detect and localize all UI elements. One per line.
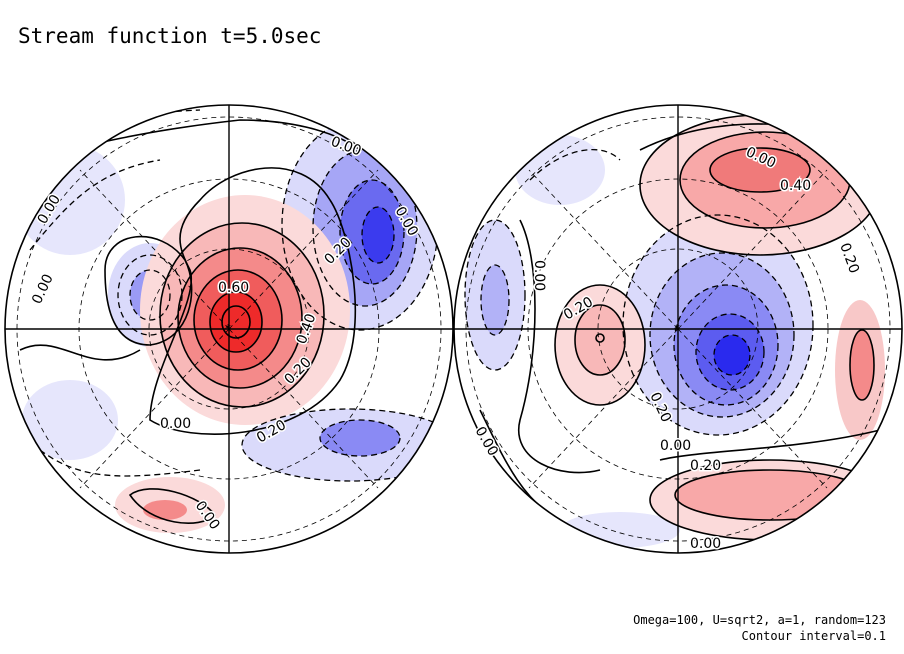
right-contour-label: 0.00	[660, 438, 691, 454]
right-pos-left-mid	[575, 305, 625, 375]
right-neg-top-light	[515, 135, 605, 205]
right-contour-label: 0.00	[531, 260, 547, 291]
right-contour-label: 0.40	[780, 178, 811, 194]
left-contour-label: 0.00	[160, 416, 191, 432]
left-neg-upper-left-light	[15, 145, 125, 255]
right-neg-left-mid	[481, 265, 509, 335]
left-contour-label: 0.60	[218, 280, 249, 296]
right-neg-strong	[714, 335, 750, 375]
right-contour-label: 0.20	[690, 458, 721, 474]
left-neg-lower-left-light	[22, 380, 118, 460]
right-contour-label: 0.00	[690, 536, 721, 552]
footer-parameters: Omega=100, U=sqrt2, a=1, random=123	[633, 613, 886, 627]
footer-contour-interval: Contour interval=0.1	[741, 629, 887, 643]
left-pole-marker: *	[225, 322, 231, 336]
chart-title: Stream function t=5.0sec	[18, 24, 322, 48]
right-pos-top-strong	[710, 148, 810, 192]
left-pos-lower-mid	[143, 500, 187, 520]
right-pole-marker: *	[674, 322, 680, 336]
right-pos-right-mid	[850, 330, 874, 400]
left-neg-upper-right-core	[362, 207, 394, 263]
